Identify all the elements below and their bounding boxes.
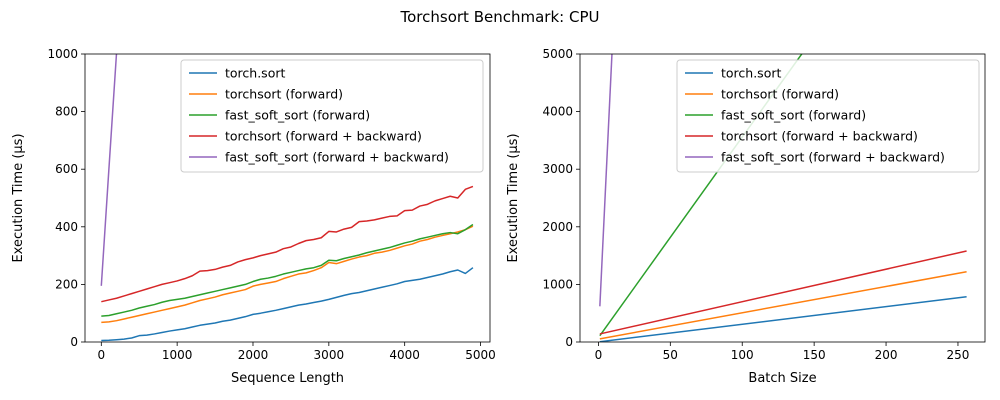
- y-tick-label: 400: [55, 220, 78, 234]
- legend-entry-torchsort-forward: torchsort (forward): [721, 87, 839, 102]
- chart-panel-batch-size: 0 50 100 150 200 250 0 1000 2000 3000 4000 5000 Batc…: [506, 47, 986, 386]
- series-line-torch-sort: [599, 296, 967, 342]
- y-tick-label: 200: [55, 277, 78, 291]
- y-tick-label: 5000: [542, 47, 573, 61]
- y-axis-label: Execution Time (µs): [506, 133, 521, 262]
- legend-box: [180, 59, 484, 173]
- y-tick-label: 2000: [542, 220, 573, 234]
- series-line-fast-soft-sort-forward-backward: [599, 54, 613, 307]
- x-tick-label: 4000: [389, 348, 420, 362]
- legend-entry-fast-soft-sort-forward: fast_soft_sort (forward): [225, 108, 370, 123]
- x-axis-label: Sequence Length: [231, 371, 344, 386]
- y-tick-label: 1000: [47, 47, 78, 61]
- x-tick-label: 2000: [238, 348, 269, 362]
- legend: torch.sort torchsort (forward) fast_soft_s…: [676, 59, 980, 173]
- y-tick-label: 0: [565, 335, 573, 349]
- axes-frame: [84, 53, 491, 343]
- x-tick-label: 100: [731, 348, 754, 362]
- y-tick-label: 800: [55, 105, 78, 119]
- x-tick-label: 50: [663, 348, 678, 362]
- legend-entry-torch-sort: torch.sort: [721, 66, 781, 81]
- x-tick-label: 200: [875, 348, 898, 362]
- plot-area: [100, 54, 474, 342]
- legend: torch.sort torchsort (forward) fast_soft_s…: [180, 59, 484, 173]
- x-tick-label: 250: [947, 348, 970, 362]
- series-line-torchsort-forward: [101, 225, 474, 324]
- series-line-torchsort-forward-backward: [101, 185, 474, 303]
- x-tick-label: 3000: [314, 348, 345, 362]
- legend-entry-torch-sort: torch.sort: [225, 66, 285, 81]
- series-line-torch-sort: [101, 267, 474, 342]
- y-tick-label: 4000: [542, 105, 573, 119]
- legend-entry-fast-soft-sort-forward-backward: fast_soft_sort (forward + backward): [225, 150, 449, 165]
- series-line-fast-soft-sort-forward: [101, 223, 474, 317]
- legend-entry-torchsort-forward: torchsort (forward): [225, 87, 343, 102]
- axes-frame: [579, 53, 986, 343]
- x-tick-label: 1000: [162, 348, 193, 362]
- legend-entry-fast-soft-sort-forward: fast_soft_sort (forward): [721, 108, 866, 123]
- legend-entry-torchsort-forward-backward: torchsort (forward + backward): [225, 129, 422, 144]
- x-tick-label: 5000: [465, 348, 496, 362]
- series-line-torchsort-forward-backward: [599, 250, 967, 335]
- y-tick-label: 0: [70, 335, 78, 349]
- series-line-fast-soft-sort-forward-backward: [100, 54, 118, 286]
- y-tick-label: 600: [55, 162, 78, 176]
- figure-title: Torchsort Benchmark: CPU: [400, 8, 600, 26]
- y-tick-label: 3000: [542, 162, 573, 176]
- series-line-torchsort-forward: [599, 270, 967, 340]
- y-axis-label: Execution Time (µs): [11, 133, 26, 262]
- x-axis-label: Batch Size: [748, 371, 816, 386]
- legend-box: [676, 59, 980, 173]
- legend-entry-fast-soft-sort-forward-backward: fast_soft_sort (forward + backward): [721, 150, 945, 165]
- y-tick-label: 1000: [542, 277, 573, 291]
- x-tick-label: 0: [97, 348, 105, 362]
- chart-panel-sequence-length: 0 1000 2000 3000 4000 5000 0 200 400 600 800 1000 Se…: [11, 47, 496, 386]
- x-tick-label: 150: [803, 348, 826, 362]
- x-tick-label: 0: [595, 348, 603, 362]
- legend-entry-torchsort-forward-backward: torchsort (forward + backward): [721, 129, 918, 144]
